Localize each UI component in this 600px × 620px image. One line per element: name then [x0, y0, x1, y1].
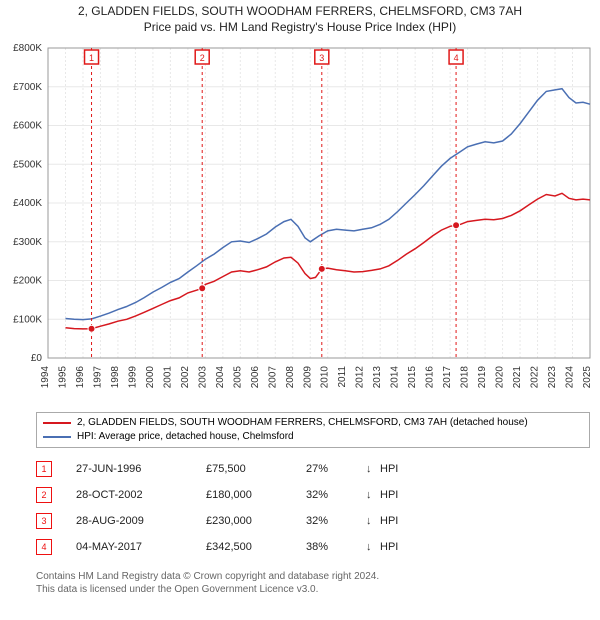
- svg-text:£300K: £300K: [13, 237, 42, 248]
- svg-text:£700K: £700K: [13, 82, 42, 93]
- svg-text:2019: 2019: [477, 366, 488, 389]
- row-price: £75,500: [206, 463, 306, 475]
- svg-text:2021: 2021: [512, 366, 523, 389]
- svg-text:2015: 2015: [407, 366, 418, 389]
- svg-text:2011: 2011: [337, 366, 348, 388]
- legend-label-hpi: HPI: Average price, detached house, Chel…: [77, 430, 294, 444]
- svg-text:2024: 2024: [565, 366, 576, 389]
- legend-swatch-hpi: [43, 436, 71, 438]
- row-marker: 1: [36, 461, 52, 477]
- footer-line-2: This data is licensed under the Open Gov…: [36, 583, 590, 596]
- row-marker: 4: [36, 539, 52, 555]
- table-row: 1 27-JUN-1996£75,50027%↓ HPI: [36, 456, 590, 482]
- svg-text:£500K: £500K: [13, 159, 42, 170]
- svg-text:£200K: £200K: [13, 276, 42, 287]
- svg-text:1999: 1999: [127, 366, 138, 389]
- svg-text:4: 4: [454, 53, 459, 63]
- svg-text:2010: 2010: [320, 366, 331, 389]
- legend-label-property: 2, GLADDEN FIELDS, SOUTH WOODHAM FERRERS…: [77, 416, 528, 430]
- footer-line-1: Contains HM Land Registry data © Crown c…: [36, 570, 590, 583]
- svg-text:2023: 2023: [547, 366, 558, 389]
- svg-text:2018: 2018: [460, 366, 471, 389]
- legend-item-hpi: HPI: Average price, detached house, Chel…: [43, 430, 583, 444]
- svg-text:2004: 2004: [215, 366, 226, 389]
- row-date: 28-OCT-2002: [76, 489, 206, 501]
- svg-text:2002: 2002: [180, 366, 191, 389]
- svg-text:2016: 2016: [425, 366, 436, 389]
- svg-text:2012: 2012: [355, 366, 366, 389]
- chart-area: £0 £100K £200K £300K £400K £500K £600K £700K £80…: [0, 38, 600, 408]
- row-suffix: HPI: [380, 515, 398, 527]
- svg-text:2006: 2006: [250, 366, 261, 389]
- footer: Contains HM Land Registry data © Crown c…: [36, 570, 590, 596]
- svg-text:3: 3: [319, 53, 324, 63]
- row-pct: 27%: [306, 463, 366, 475]
- svg-text:2013: 2013: [372, 366, 383, 389]
- svg-text:2020: 2020: [495, 366, 506, 389]
- svg-text:£600K: £600K: [13, 121, 42, 132]
- table-row: 2 28-OCT-2002£180,00032%↓ HPI: [36, 482, 590, 508]
- svg-text:1997: 1997: [92, 366, 103, 389]
- svg-text:2: 2: [200, 53, 205, 63]
- row-price: £342,500: [206, 541, 306, 553]
- row-suffix: HPI: [380, 489, 398, 501]
- row-marker: 2: [36, 487, 52, 503]
- row-price: £180,000: [206, 489, 306, 501]
- transactions-table: 127-JUN-1996£75,50027%↓ HPI228-OCT-2002£…: [36, 456, 590, 560]
- svg-text:1: 1: [89, 53, 94, 63]
- row-date: 27-JUN-1996: [76, 463, 206, 475]
- row-pct: 32%: [306, 515, 366, 527]
- svg-text:2009: 2009: [302, 366, 313, 389]
- row-suffix: HPI: [380, 463, 398, 475]
- row-date: 04-MAY-2017: [76, 541, 206, 553]
- down-arrow-icon: ↓: [366, 515, 380, 527]
- svg-text:£100K: £100K: [13, 314, 42, 325]
- down-arrow-icon: ↓: [366, 463, 380, 475]
- svg-text:£400K: £400K: [13, 198, 42, 209]
- legend: 2, GLADDEN FIELDS, SOUTH WOODHAM FERRERS…: [36, 412, 590, 448]
- svg-text:2008: 2008: [285, 366, 296, 389]
- chart-title: 2, GLADDEN FIELDS, SOUTH WOODHAM FERRERS…: [0, 0, 600, 35]
- svg-text:1996: 1996: [75, 366, 86, 389]
- row-marker: 3: [36, 513, 52, 529]
- table-row: 4 04-MAY-2017£342,50038%↓ HPI: [36, 534, 590, 560]
- svg-text:1994: 1994: [40, 366, 51, 389]
- svg-text:£0: £0: [31, 353, 43, 364]
- chart-svg: £0 £100K £200K £300K £400K £500K £600K £700K £80…: [0, 38, 600, 408]
- svg-text:2003: 2003: [197, 366, 208, 389]
- down-arrow-icon: ↓: [366, 541, 380, 553]
- svg-text:2000: 2000: [145, 366, 156, 389]
- svg-text:£800K: £800K: [13, 43, 42, 54]
- legend-swatch-property: [43, 422, 71, 424]
- svg-text:2014: 2014: [390, 366, 401, 389]
- legend-item-property: 2, GLADDEN FIELDS, SOUTH WOODHAM FERRERS…: [43, 416, 583, 430]
- svg-text:2005: 2005: [232, 366, 243, 389]
- title-line-2: Price paid vs. HM Land Registry's House …: [0, 20, 600, 36]
- row-price: £230,000: [206, 515, 306, 527]
- svg-text:2025: 2025: [582, 366, 593, 389]
- table-row: 3 28-AUG-2009£230,00032%↓ HPI: [36, 508, 590, 534]
- svg-text:2007: 2007: [267, 366, 278, 389]
- svg-text:1998: 1998: [110, 366, 121, 389]
- row-date: 28-AUG-2009: [76, 515, 206, 527]
- svg-text:2017: 2017: [442, 366, 453, 389]
- row-suffix: HPI: [380, 541, 398, 553]
- row-pct: 38%: [306, 541, 366, 553]
- svg-text:2001: 2001: [162, 366, 173, 389]
- svg-text:2022: 2022: [530, 366, 541, 389]
- down-arrow-icon: ↓: [366, 489, 380, 501]
- title-line-1: 2, GLADDEN FIELDS, SOUTH WOODHAM FERRERS…: [0, 4, 600, 20]
- svg-text:1995: 1995: [57, 366, 68, 389]
- row-pct: 32%: [306, 489, 366, 501]
